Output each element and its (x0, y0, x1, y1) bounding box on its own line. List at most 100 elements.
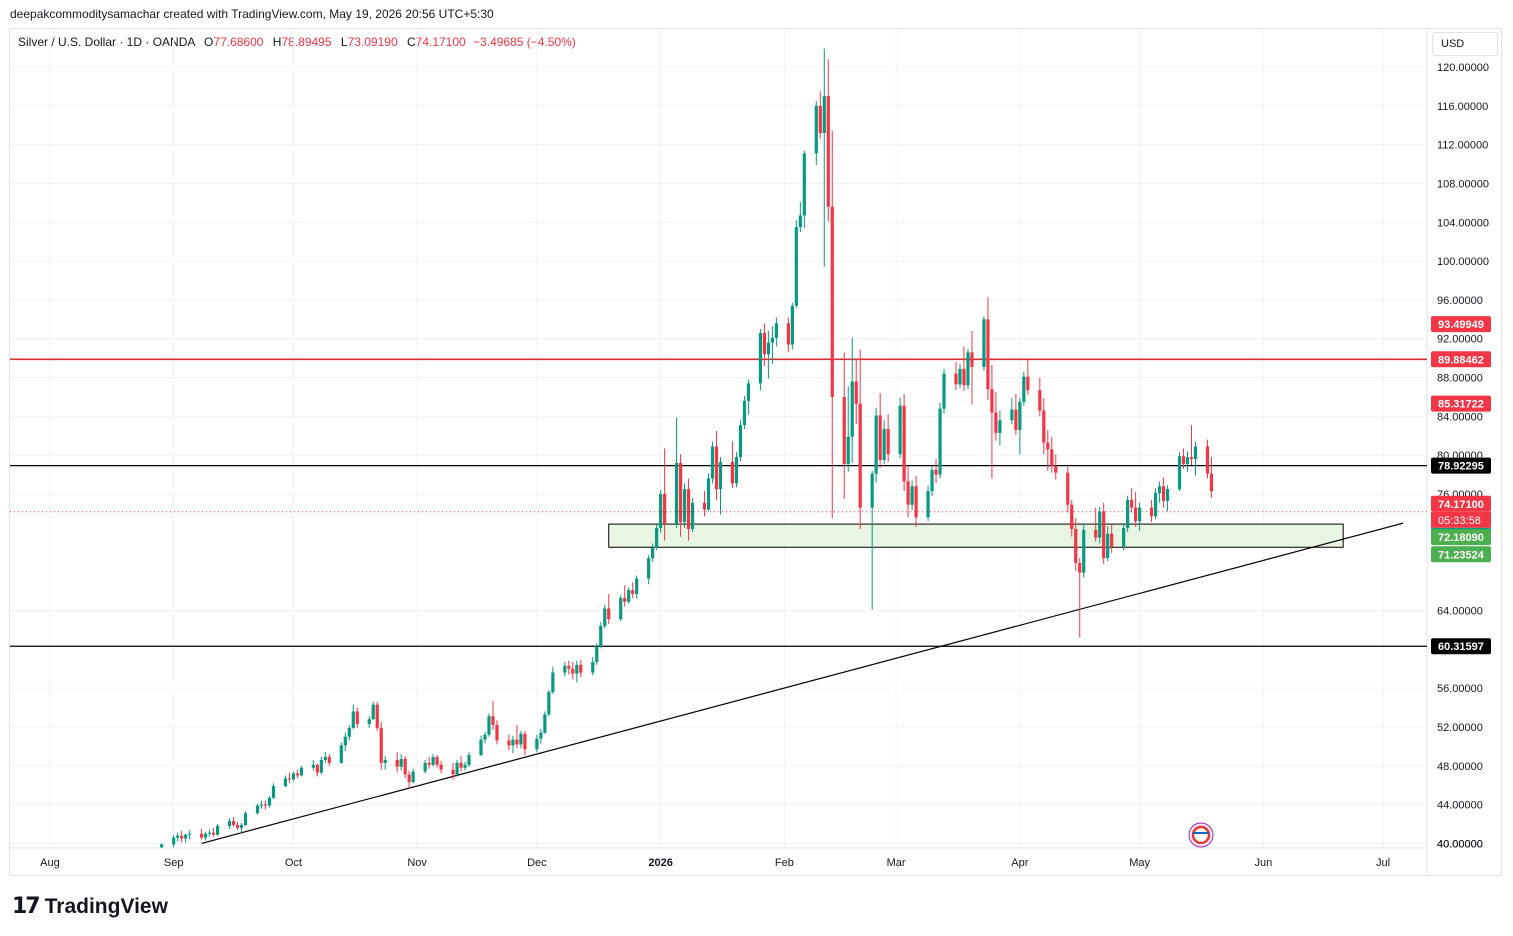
candle-body (172, 837, 176, 845)
candle-body (487, 716, 491, 735)
countdown-badge (1431, 511, 1491, 528)
candle-body (682, 489, 687, 523)
candle-body (678, 462, 683, 523)
price-tick-label: 64.00000 (1437, 605, 1483, 617)
candle-body (1110, 533, 1114, 547)
time-tick-label: Dec (527, 857, 547, 869)
time-tick-label: 2026 (648, 857, 672, 869)
time-tick-label: Nov (407, 857, 427, 869)
high-label: H (272, 35, 282, 49)
candle-body (826, 96, 830, 207)
candle-body (994, 412, 998, 433)
low-value: 73.09190 (347, 35, 398, 49)
candle-body (1014, 409, 1018, 430)
candle-body (188, 833, 192, 835)
candle-body (439, 764, 443, 770)
candle-body (399, 758, 403, 767)
candle-body (255, 805, 260, 814)
candle-body (351, 711, 355, 728)
candle-body (283, 778, 288, 787)
support-zone (608, 523, 1344, 548)
candle-body (327, 757, 331, 763)
candle-body (367, 719, 371, 725)
open-value: 77.68600 (213, 35, 264, 49)
candle-body (184, 834, 188, 839)
candle-body (207, 832, 212, 834)
candle-body (958, 368, 962, 385)
candle-body (543, 714, 547, 733)
price-tick-label: 104.00000 (1437, 217, 1489, 229)
price-badge (1431, 638, 1491, 655)
candle-body (1209, 473, 1214, 492)
candle-body (1018, 401, 1022, 430)
currency-button[interactable]: USD (1432, 32, 1498, 56)
candle-body (906, 481, 910, 505)
candle-body (463, 764, 467, 768)
time-tick-label: Oct (285, 857, 302, 869)
time-tick-label: Feb (775, 857, 794, 869)
candle-body (1038, 390, 1042, 411)
candle-body (1153, 493, 1158, 517)
candle-body (990, 389, 994, 413)
candle-body (1098, 511, 1102, 538)
candle-body (1074, 528, 1078, 563)
candle-body (830, 206, 834, 397)
chart-attribution: deepakcommoditysamachar created with Tra… (10, 7, 494, 21)
candle-body (180, 835, 184, 839)
candle-body (686, 489, 691, 529)
candle-body (850, 381, 854, 437)
candle-body (1054, 465, 1058, 473)
candle-body (519, 733, 523, 745)
candle-body (599, 626, 603, 647)
candle-body (455, 762, 459, 775)
candle-body (770, 337, 774, 343)
candle-body (603, 608, 607, 627)
candle-body (635, 578, 639, 594)
candle-body (718, 461, 723, 490)
candle-body (235, 824, 240, 828)
tradingview-logo[interactable]: 17 TradingView (12, 894, 168, 919)
candle-body (567, 665, 571, 669)
candle-body (914, 486, 918, 518)
symbol-title[interactable]: Silver / U.S. Dollar · 1D · OANDA (18, 35, 195, 49)
price-tick-label: 92.00000 (1437, 334, 1483, 346)
candle-body (571, 668, 575, 674)
candle-body (1177, 456, 1182, 490)
candle-body (383, 759, 387, 763)
candle-body (738, 425, 743, 458)
candle-body (379, 727, 383, 763)
candle-body (1161, 486, 1166, 501)
candle-body (706, 478, 711, 510)
candle-body (954, 373, 958, 385)
candle-body (395, 759, 399, 767)
candle-body (403, 758, 407, 775)
candle-body (371, 704, 375, 720)
price-badge-label: 72.18090 (1438, 532, 1484, 544)
candle-body (483, 734, 487, 740)
candle-body (790, 305, 794, 345)
candle-body (160, 844, 164, 848)
candle-body (986, 319, 990, 390)
price-badge (1431, 351, 1491, 368)
candle-body (746, 383, 751, 401)
candle-body (774, 323, 778, 338)
candle-body (1157, 486, 1162, 494)
us-flag-event-icon-inner (1191, 825, 1211, 845)
candle-body (295, 773, 299, 776)
candle-body (287, 778, 292, 780)
time-tick-label: Apr (1011, 857, 1028, 869)
price-badge-label: 78.92295 (1438, 461, 1484, 473)
candle-body (651, 547, 655, 559)
candle-body (1205, 446, 1210, 474)
candle-body (623, 597, 627, 602)
candle-body (263, 804, 268, 806)
price-badge-label: 74.17100 (1438, 499, 1484, 511)
candle-body (1189, 457, 1194, 460)
candle-body (762, 332, 767, 355)
candle-body (199, 833, 204, 838)
price-tick-label: 100.00000 (1437, 256, 1489, 268)
time-tick-label: Sep (164, 857, 184, 869)
candle-body (267, 797, 272, 806)
candle-body (1122, 527, 1126, 547)
